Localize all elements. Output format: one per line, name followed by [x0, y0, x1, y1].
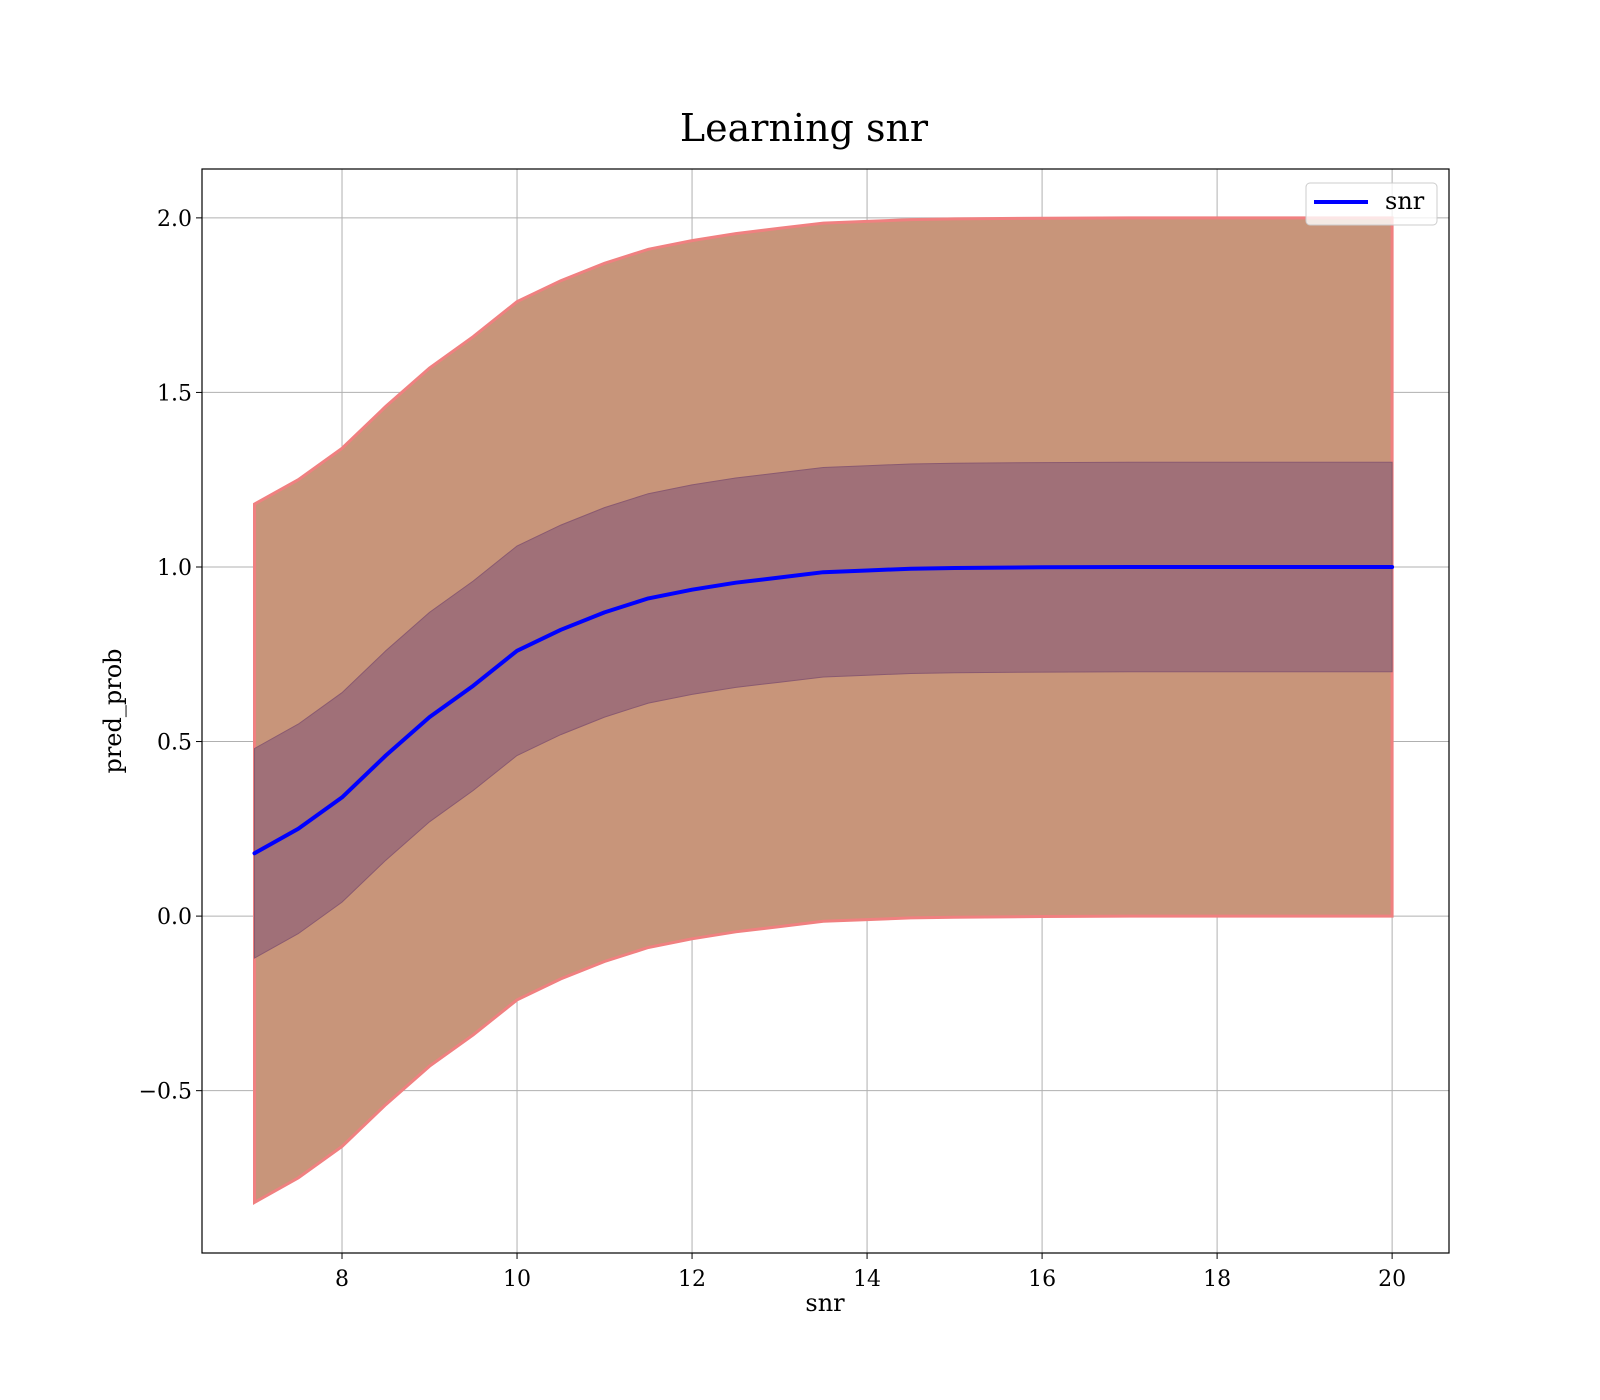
y-tick-label: 0.5	[157, 731, 192, 756]
legend-box	[1305, 182, 1438, 226]
x-tick-label: 8	[335, 1267, 349, 1292]
y-tick-label: 2.0	[157, 207, 192, 232]
y-tick-label: 1.5	[157, 381, 192, 406]
inner-band	[254, 461, 1393, 959]
confidence-bands	[253, 216, 1394, 1205]
y-tick-label: 1.0	[157, 556, 192, 581]
series-line-snr	[252, 565, 1395, 856]
x-tick-label: 20	[1378, 1267, 1406, 1292]
x-tick-label: 14	[853, 1267, 881, 1292]
mean-line-layer	[252, 565, 1395, 856]
chart-title: Learning snr	[680, 106, 929, 150]
x-tick-label: 16	[1028, 1267, 1056, 1292]
axes-frame	[201, 168, 1450, 1254]
y-tick-label: 0.0	[157, 905, 192, 930]
x-tick-label: 10	[503, 1267, 531, 1292]
legend-label: snr	[1385, 187, 1425, 215]
x-axis-label: snr	[805, 1289, 845, 1317]
x-tick-label: 12	[678, 1267, 706, 1292]
y-axis-label: pred_prob	[99, 648, 127, 773]
y-tick-label: −0.5	[139, 1080, 192, 1105]
y-ticks: −0.5 0.0 0.5 1.0 1.5 2.0	[139, 207, 202, 1105]
legend: snr	[1305, 182, 1438, 226]
x-tick-label: 18	[1203, 1267, 1231, 1292]
x-ticks: 8 10 12 14 16 18 20	[335, 1253, 1406, 1292]
